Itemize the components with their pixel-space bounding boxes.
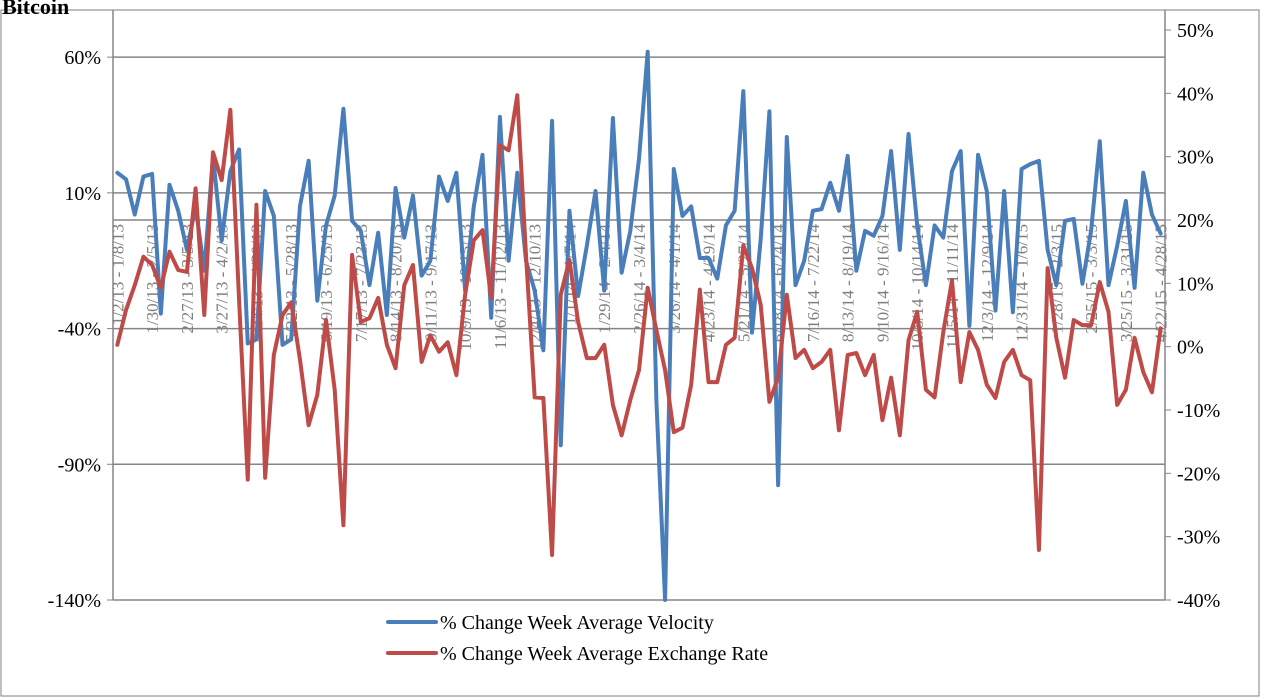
y2-tick-label: 0% <box>1177 337 1204 359</box>
y2-tick-label: 40% <box>1177 83 1214 105</box>
x-tick-label: 4/22/15 - 4/28/15 <box>1152 224 1171 342</box>
legend-label: % Change Week Average Exchange Rate <box>440 643 768 665</box>
series-line <box>115 49 1163 602</box>
x-tick-label: 2/27/13 - 3/5/13 <box>178 224 197 334</box>
y2-tick-label: 20% <box>1177 210 1214 232</box>
y2-tick-label: -20% <box>1177 463 1220 485</box>
y-tick-label: 10% <box>64 183 101 205</box>
chart-title: Bitcoin <box>2 0 69 19</box>
y-tick-label: 60% <box>64 47 101 69</box>
series-line <box>115 93 1163 558</box>
x-tick-label: 8/13/14 - 8/19/14 <box>839 224 858 343</box>
x-tick-label: 4/23/14 - 4/29/14 <box>700 224 719 343</box>
x-tick-label: 7/16/14 - 7/22/14 <box>804 224 823 343</box>
y2-tick-label: -40% <box>1177 590 1220 612</box>
y2-tick-label: 10% <box>1177 273 1214 295</box>
y-tick-label: -140% <box>48 590 101 612</box>
legend-label: % Change Week Average Velocity <box>440 612 714 634</box>
chart-frame <box>0 9 1260 697</box>
y2-tick-label: 30% <box>1177 147 1214 169</box>
y-tick-label: -40% <box>58 319 101 341</box>
x-tick-label: 1/2/13 - 1/8/13 <box>108 224 127 325</box>
y2-tick-label: -10% <box>1177 400 1220 422</box>
x-tick-label: 3/27/13 - 4/2/13 <box>213 224 232 334</box>
y2-tick-label: -30% <box>1177 527 1220 549</box>
x-tick-label: 9/11/13 - 9/17/13 <box>421 224 440 341</box>
y-tick-label: -90% <box>58 454 101 476</box>
x-tick-label: 9/10/14 - 9/16/14 <box>873 224 892 343</box>
y2-tick-label: 50% <box>1177 20 1214 42</box>
